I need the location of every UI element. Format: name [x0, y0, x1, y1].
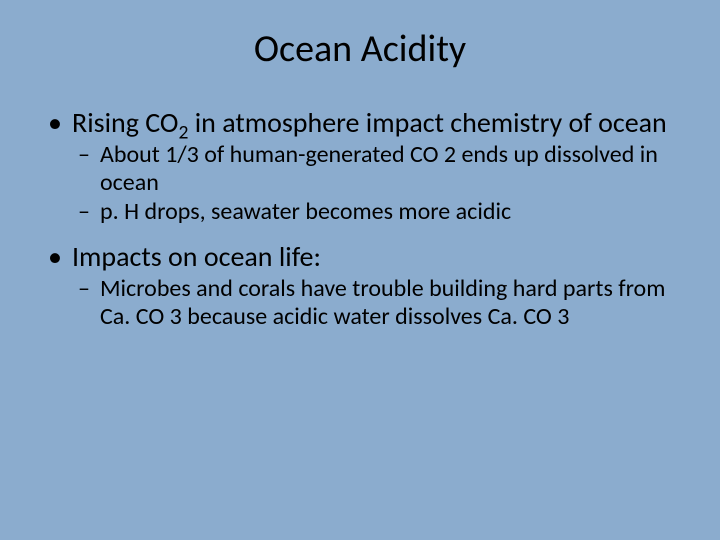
slide: Ocean Acidity Rising CO2 in atmosphere i… [0, 0, 720, 540]
slide-title: Ocean Acidity [44, 26, 676, 72]
bullet-level2: About 1/3 of human-generated CO 2 ends u… [44, 141, 676, 198]
bullet-level1: Rising CO2 in atmosphere impact chemistr… [44, 106, 676, 139]
bullet-level1: Impacts on ocean life: [44, 240, 676, 273]
bullet-group-1: Rising CO2 in atmosphere impact chemistr… [44, 106, 676, 226]
bullet-group-2: Impacts on ocean life: Microbes and cora… [44, 240, 676, 332]
bullet-level2: p. H drops, seawater becomes more acidic [44, 198, 676, 226]
bullet-level2: Microbes and corals have trouble buildin… [44, 275, 676, 332]
